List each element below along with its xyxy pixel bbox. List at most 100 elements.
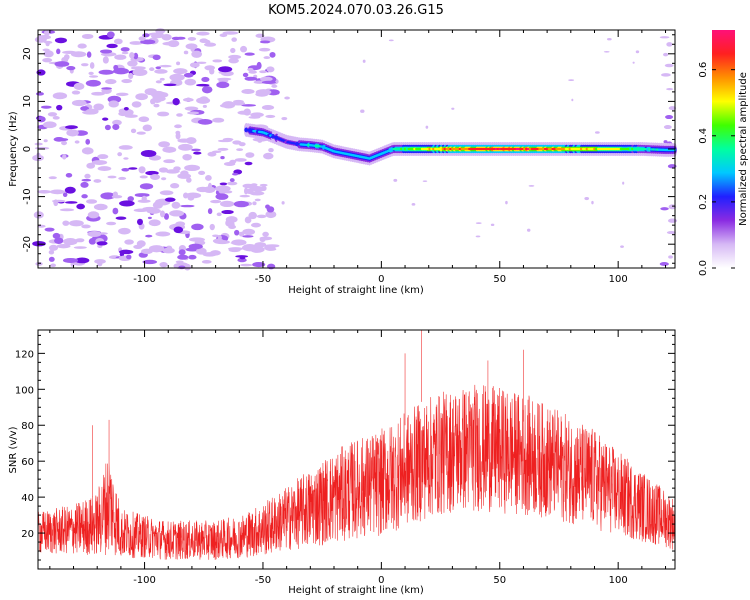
spectrogram-noise-blob (132, 68, 148, 77)
y-tick-label: -10 (22, 188, 33, 204)
spectrogram-noise-blob (61, 140, 68, 146)
spectrogram-noise-blob (182, 153, 192, 161)
spectrogram-noise-blob (250, 222, 261, 228)
spectrogram-noise-blob (147, 216, 152, 220)
spectrogram-noise-blob (150, 98, 156, 105)
y-tick-label: 100 (15, 385, 34, 396)
spectrogram-noise-blob (118, 176, 127, 180)
spectrogram-noise-blob (244, 187, 249, 195)
spectrogram-noise-blob (89, 62, 95, 69)
spectrogram-noise-blob (74, 257, 90, 264)
spectrogram-noise-blob (86, 162, 96, 169)
spectrogram-noise-blob (591, 200, 594, 205)
spectrogram-noise-blob (48, 244, 59, 251)
spectrogram-y-ticks: -20 -10 0 10 20 (22, 34, 675, 264)
spectrogram-noise-blob (134, 193, 150, 198)
spectrogram-noise-blob (135, 93, 148, 101)
spectrogram-noise-blob (182, 97, 194, 102)
spectrogram-noise-blob (126, 254, 132, 260)
spectrogram-noise-blob (217, 77, 232, 81)
spectrogram-noise-blob (259, 40, 271, 44)
spectrogram-noise-blob (220, 200, 235, 208)
spectrogram-noise-blob (198, 170, 206, 176)
spectrogram-noise-blob (82, 110, 99, 115)
spectrogram-noise-blob (167, 40, 180, 48)
y-tick-label: 10 (22, 95, 33, 108)
spectrogram-noise-blob (58, 138, 69, 142)
spectrogram-noise-blob (248, 70, 257, 74)
x-tick-label: -100 (133, 274, 156, 285)
spectrogram-noise-blob (263, 56, 271, 59)
spectrogram-noise-blob (216, 212, 222, 217)
spectrogram-noise-blob (259, 183, 268, 187)
spectrogram-noise-blob (175, 260, 184, 264)
spectrogram-noise-blob (54, 237, 64, 245)
spectrogram-noise-blob (71, 99, 87, 107)
spectrogram-noise-blob (196, 83, 210, 87)
spectrogram-noise-blob (187, 196, 195, 201)
spectrogram-noise-blob (133, 52, 139, 60)
spectrogram-noise-blob (196, 61, 207, 64)
spectrogram-noise-blob (56, 104, 63, 111)
spectrogram-noise-blob (568, 79, 575, 81)
spectrogram-noise-blob (242, 235, 254, 238)
spectrogram-noise-blob (149, 67, 155, 72)
spectrogram-noise-blob (187, 111, 200, 115)
spectrogram-noise-blob (191, 50, 203, 58)
spectrogram-noise-blob (123, 157, 129, 160)
spectrogram-noise-blob (281, 201, 285, 205)
spectrogram-noise-blob (116, 92, 129, 97)
spectrogram-noise-blob (136, 131, 146, 135)
spectrogram-noise-blob (215, 193, 229, 200)
spectrogram-noise-blob (113, 64, 119, 71)
spectrogram-noise-blob (228, 54, 242, 60)
spectrogram-noise-blob (112, 191, 118, 198)
spectrogram-noise-blob (73, 246, 87, 249)
spectrogram-noise-blob (171, 201, 181, 209)
spectrogram-noise-blob (177, 173, 192, 179)
spectrogram-noise-blob (263, 152, 274, 160)
spectrogram-noise-blob (136, 208, 145, 212)
spectrogram-noise-blob (284, 96, 290, 100)
spectrogram-noise-blob (239, 194, 251, 198)
spectrogram-noise-blob (261, 80, 276, 84)
spectrogram-noise-blob (244, 52, 255, 56)
spectrogram-noise-blob (114, 54, 127, 60)
spectrogram-noise-blob (186, 177, 192, 183)
spectrogram-noise-blob (136, 218, 143, 226)
spectrogram-noise-blob (152, 201, 163, 209)
spectrogram-noise-blob (261, 104, 275, 111)
spectrogram-noise-blob (123, 107, 129, 111)
spectrogram-noise-blob (661, 73, 671, 77)
colorbar-tick-label: 0.0 (698, 260, 709, 276)
spectrogram-noise-blob (102, 56, 109, 64)
spectrogram-noise-blob (202, 104, 207, 108)
spectrogram-noise-blob (33, 211, 44, 219)
spectrogram-noise-blob (93, 203, 108, 211)
spectrogram-noise-blob (212, 238, 225, 244)
spectrogram-noise-blob (65, 172, 73, 178)
spectrogram-noise-blob (80, 181, 89, 188)
spectrogram-noise-blob (161, 177, 167, 181)
spectrogram-noise-blob (139, 175, 148, 179)
spectrogram-noise-blob (148, 32, 164, 37)
spectrogram-noise-blob (183, 263, 191, 271)
spectrogram-noise-blob (242, 72, 249, 78)
x-tick-label: -50 (255, 274, 271, 285)
spectrogram-noise-blob (142, 206, 158, 211)
spectrogram-noise-blob (219, 182, 228, 186)
spectrogram-noise-blob (245, 152, 255, 158)
spectrogram-noise-blob (42, 57, 53, 63)
spectrogram-noise-blob (139, 183, 154, 190)
spectrogram-noise-blob (221, 210, 234, 215)
x-tick-label: 50 (493, 274, 506, 285)
spectrogram-noise-blob (140, 150, 157, 158)
spectrogram-noise-blob (451, 107, 455, 110)
spectrogram-noise-blob (40, 105, 52, 109)
spectrogram-noise-blob (231, 101, 246, 106)
spectrogram-noise-blob (150, 90, 166, 99)
snr-frame (37, 329, 676, 570)
spectrogram-noise-blob (256, 61, 262, 70)
spectrogram-noise-blob (201, 76, 210, 83)
